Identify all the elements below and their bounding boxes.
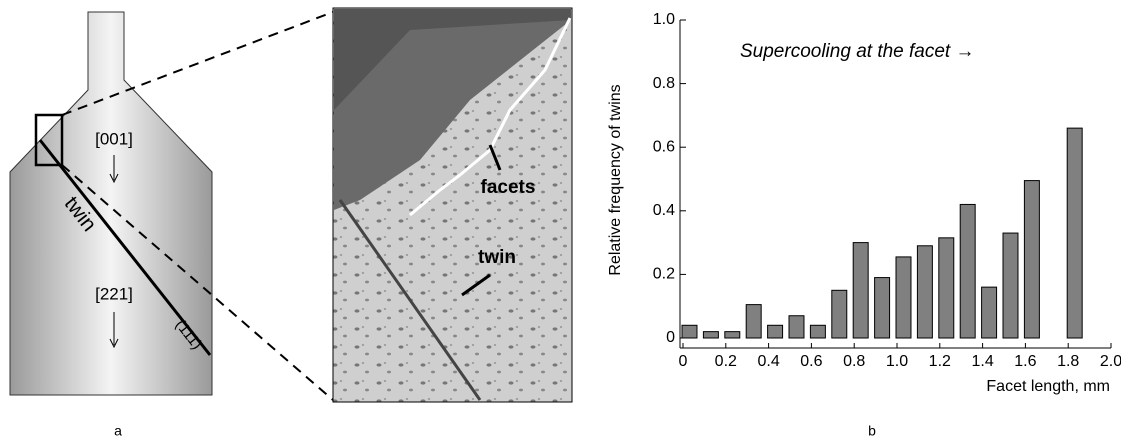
bar (767, 324, 784, 339)
x-tick-label: 0.4 (757, 353, 779, 370)
bar (1002, 232, 1019, 339)
bar (916, 245, 933, 339)
y-tick-label: 0 (666, 329, 675, 346)
bar (724, 331, 741, 339)
bar (981, 286, 998, 339)
bar (874, 277, 891, 339)
bar (852, 242, 869, 339)
zoom-line (61, 164, 334, 401)
facet-edge (409, 17, 572, 217)
x-tick-label: 0.2 (715, 353, 737, 370)
bar (788, 315, 805, 339)
panel-label: a (114, 423, 122, 439)
melt-dark (334, 9, 571, 110)
annotation: Supercooling at the facet → (740, 41, 974, 62)
x-axis-label: Facet length, mm (986, 378, 1110, 395)
arrow (109, 338, 119, 349)
x-tick-label: 0.6 (800, 353, 822, 370)
x-tick-label: 0.8 (843, 353, 865, 370)
twin-label: twin (478, 247, 516, 268)
bar (681, 324, 698, 339)
bar (959, 203, 976, 339)
twin-line (38, 139, 212, 356)
arrow (488, 144, 502, 171)
y-tick-label: 1.0 (653, 11, 675, 28)
arrow (109, 173, 119, 184)
x-tick-label: 1.4 (971, 353, 993, 370)
x-tick-label: 1.2 (929, 353, 951, 370)
bar (809, 324, 826, 339)
bar (895, 256, 912, 339)
x-tick-label: 1.8 (1057, 353, 1079, 370)
twin-trace (338, 199, 482, 401)
direction-label: [221] (95, 284, 133, 303)
y-tick-label: 0.2 (653, 266, 675, 283)
x-tick-label: 1.0 (886, 353, 908, 370)
zoom-line (61, 11, 334, 116)
chart: 0 0.2 0.4 0.6 0.8 1.0 0 0.2 0.4 0.6 0.8 1.0 1.2 1.4 1.… (607, 11, 1121, 438)
y-tick-label: 0.6 (653, 138, 675, 155)
inset-box (34, 113, 64, 167)
bar (1066, 127, 1083, 339)
bar (831, 289, 848, 339)
x-tick-label: 0 (679, 353, 688, 370)
y-axis-label: Relative frequency of twins (607, 84, 624, 275)
bar (702, 331, 719, 339)
melt-region (334, 9, 571, 210)
bar (938, 237, 955, 339)
arrow (461, 273, 491, 297)
x-tick-label: 2.0 (1100, 353, 1121, 370)
x-tick-label: 1.6 (1014, 353, 1036, 370)
y-tick-label: 0.8 (653, 75, 675, 92)
y-tick-label: 0.4 (653, 202, 675, 219)
panel-label: b (868, 423, 876, 439)
direction-label: [001] (95, 129, 133, 148)
facets-label: facets (481, 177, 536, 198)
bar (1023, 180, 1040, 339)
bar (745, 304, 762, 339)
